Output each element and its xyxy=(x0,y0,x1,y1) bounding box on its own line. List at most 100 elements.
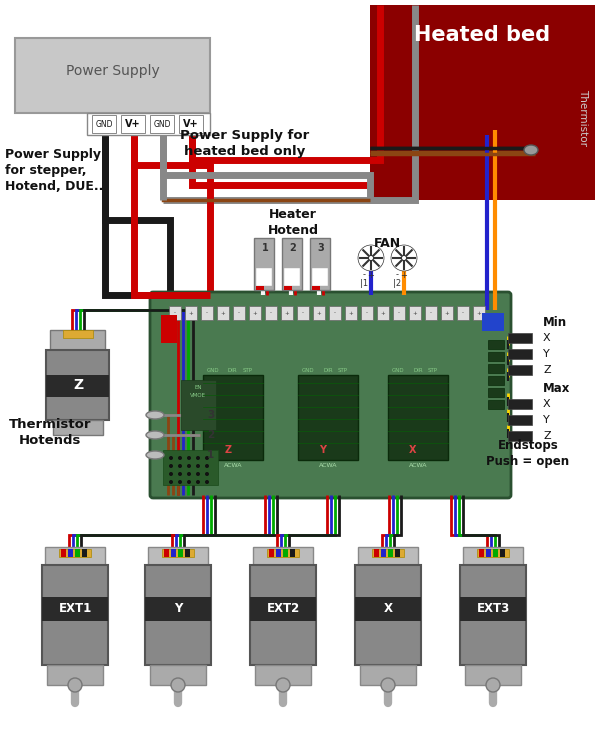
Text: 2: 2 xyxy=(207,430,214,440)
Bar xyxy=(161,315,177,343)
Bar xyxy=(370,5,595,200)
Bar xyxy=(267,549,299,557)
Bar xyxy=(255,665,311,685)
Text: EN: EN xyxy=(194,384,202,390)
Bar xyxy=(508,431,532,441)
Bar xyxy=(361,306,373,320)
Bar xyxy=(169,306,181,320)
Bar xyxy=(393,306,405,320)
Bar xyxy=(145,597,211,621)
Ellipse shape xyxy=(146,411,164,419)
Bar xyxy=(53,420,103,435)
Bar xyxy=(249,306,261,320)
Bar xyxy=(388,375,448,460)
Text: VMOE: VMOE xyxy=(190,393,206,397)
Bar xyxy=(150,115,174,133)
Bar xyxy=(203,375,263,460)
Text: Max: Max xyxy=(543,381,571,394)
Text: GND: GND xyxy=(392,367,404,373)
Bar xyxy=(290,549,295,557)
Circle shape xyxy=(381,678,395,692)
Text: X: X xyxy=(383,601,392,615)
Text: +: + xyxy=(380,310,385,316)
Bar xyxy=(463,547,523,567)
Text: +: + xyxy=(368,271,374,280)
Text: 2: 2 xyxy=(290,243,296,253)
Circle shape xyxy=(169,464,173,468)
Text: V+: V+ xyxy=(183,119,199,129)
Bar xyxy=(377,306,389,320)
Text: V+: V+ xyxy=(125,119,141,129)
Text: X: X xyxy=(543,333,551,343)
Ellipse shape xyxy=(146,431,164,439)
Text: STP: STP xyxy=(243,367,253,373)
Bar xyxy=(486,549,491,557)
Text: -: - xyxy=(366,310,368,316)
Circle shape xyxy=(178,472,182,476)
Text: Heater
Hotend: Heater Hotend xyxy=(268,207,319,236)
Bar xyxy=(479,549,484,557)
Bar xyxy=(488,400,504,409)
Text: 3: 3 xyxy=(207,410,214,420)
Text: GND: GND xyxy=(207,367,220,373)
Text: Heated bed: Heated bed xyxy=(415,25,551,45)
Bar xyxy=(425,306,437,320)
Text: -: - xyxy=(206,310,208,316)
Text: EXT2: EXT2 xyxy=(266,601,299,615)
Text: -: - xyxy=(462,310,464,316)
Text: Z: Z xyxy=(224,445,232,455)
Circle shape xyxy=(178,464,182,468)
Text: ACWA: ACWA xyxy=(409,462,427,468)
Text: ACWA: ACWA xyxy=(224,462,242,468)
Circle shape xyxy=(187,472,191,476)
Bar xyxy=(488,352,504,361)
Text: +: + xyxy=(476,310,481,316)
Bar xyxy=(312,268,328,286)
Bar xyxy=(179,115,203,133)
Bar xyxy=(312,286,320,290)
Text: +: + xyxy=(445,310,449,316)
Circle shape xyxy=(169,472,173,476)
Text: Z: Z xyxy=(543,431,551,441)
Bar xyxy=(82,549,87,557)
Text: +: + xyxy=(401,271,407,280)
Bar xyxy=(46,375,109,397)
Text: Power Supply: Power Supply xyxy=(65,64,160,78)
Bar xyxy=(493,549,498,557)
Bar xyxy=(457,306,469,320)
Bar xyxy=(250,597,316,621)
Bar xyxy=(61,549,66,557)
Circle shape xyxy=(196,464,200,468)
Bar xyxy=(329,306,341,320)
Text: DIR: DIR xyxy=(413,367,422,373)
FancyBboxPatch shape xyxy=(150,292,511,498)
Ellipse shape xyxy=(524,145,538,155)
Bar xyxy=(298,375,358,460)
Text: -: - xyxy=(398,310,400,316)
Text: +: + xyxy=(188,310,193,316)
Bar xyxy=(508,365,532,375)
Bar xyxy=(256,286,264,290)
Bar xyxy=(148,547,208,567)
Circle shape xyxy=(486,678,500,692)
Text: GND: GND xyxy=(95,120,113,129)
Bar xyxy=(178,549,183,557)
Bar xyxy=(63,330,93,338)
Text: +: + xyxy=(317,310,322,316)
Bar xyxy=(75,549,80,557)
Bar xyxy=(265,306,277,320)
Bar xyxy=(59,549,91,557)
Bar xyxy=(283,549,288,557)
Text: -: - xyxy=(395,271,398,280)
Bar xyxy=(185,306,197,320)
Bar xyxy=(145,565,211,665)
Text: +: + xyxy=(284,310,289,316)
Bar xyxy=(162,549,194,557)
Circle shape xyxy=(178,480,182,484)
Circle shape xyxy=(196,480,200,484)
Bar xyxy=(488,388,504,397)
Circle shape xyxy=(205,472,209,476)
Bar xyxy=(256,268,272,286)
Text: Min: Min xyxy=(543,316,567,328)
Circle shape xyxy=(187,456,191,460)
